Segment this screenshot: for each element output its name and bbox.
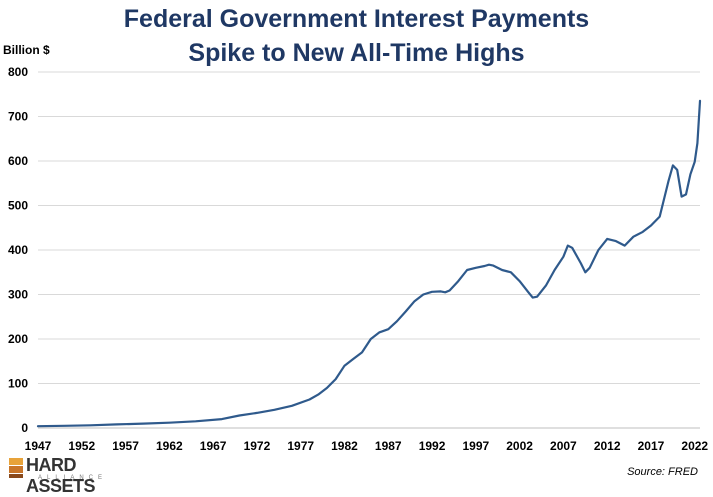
chart-title-line-2: Spike to New All-Time Highs: [188, 39, 525, 67]
logo-mark-icon: [9, 458, 23, 478]
x-tick-label: 1997: [462, 439, 489, 453]
x-tick-label: 1987: [375, 439, 402, 453]
gridlines: [38, 71, 700, 429]
y-tick-label: 0: [21, 421, 28, 435]
x-tick-label: 1957: [112, 439, 139, 453]
y-tick-label: 500: [8, 199, 28, 213]
x-tick-label: 1977: [287, 439, 314, 453]
x-tick-label: 2012: [594, 439, 621, 453]
x-tick-label: 1952: [68, 439, 95, 453]
series-line-interest-payments: [36, 99, 702, 428]
chart-title: Federal Government Interest Payments Spi…: [0, 2, 713, 70]
y-tick-label: 100: [8, 377, 28, 391]
x-tick-label: 2002: [506, 439, 533, 453]
y-tick-label: 600: [8, 154, 28, 168]
y-tick-label: 800: [8, 65, 28, 79]
logo-subtext: ALLIANCE: [38, 475, 108, 481]
x-tick-label: 2017: [638, 439, 665, 453]
x-tick-label: 1992: [419, 439, 446, 453]
hard-assets-alliance-logo: HARD ASSETS ALLIANCE: [8, 455, 148, 496]
y-tick-label: 200: [8, 332, 28, 346]
source-note: Source: FRED: [627, 466, 698, 478]
x-tick-label: 1947: [25, 439, 52, 453]
y-tick-label: 700: [8, 110, 28, 124]
chart-title-line-1: Federal Government Interest Payments: [123, 5, 590, 33]
x-tick-label: 1982: [331, 439, 358, 453]
y-axis-label: Billion $: [3, 43, 50, 57]
x-tick-label: 2007: [550, 439, 577, 453]
y-tick-label: 400: [8, 243, 28, 257]
x-tick-label: 1962: [156, 439, 183, 453]
x-tick-label: 1967: [200, 439, 227, 453]
x-tick-label: 2022: [681, 439, 708, 453]
y-tick-label: 300: [8, 288, 28, 302]
y-axis-ticks: 0 100 200 300 400 500 600 700 800: [8, 65, 28, 435]
x-tick-label: 1972: [244, 439, 271, 453]
x-axis-ticks: 1947 1952 1957 1962 1967 1972 1977 1982 1987 1992…: [25, 439, 709, 453]
